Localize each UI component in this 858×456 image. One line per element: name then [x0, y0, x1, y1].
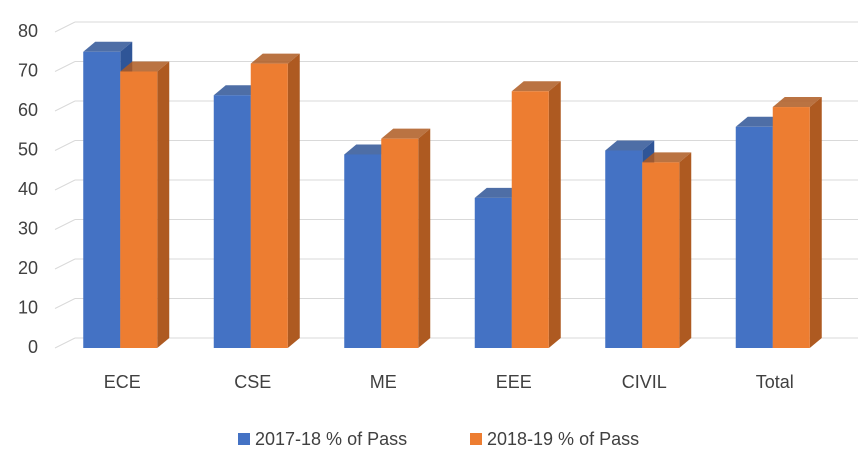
bar-top	[605, 140, 655, 151]
bar-top	[474, 187, 524, 198]
y-tick-label: 60	[18, 100, 38, 120]
grid-line	[54, 61, 76, 72]
bar-top	[250, 53, 300, 64]
legend-swatch	[238, 433, 250, 445]
grid-line	[54, 298, 76, 309]
y-tick-label: 30	[18, 218, 38, 238]
bar	[344, 154, 382, 348]
legend-label: 2018-19 % of Pass	[487, 429, 639, 449]
bar-top	[83, 41, 133, 52]
bar-top	[213, 85, 263, 96]
bar	[735, 126, 773, 348]
bar	[474, 197, 512, 348]
x-tick-label: ECE	[104, 372, 141, 392]
bar-side	[548, 81, 561, 348]
x-tick-label: EEE	[496, 372, 532, 392]
bar	[642, 162, 680, 348]
y-tick-label: 40	[18, 179, 38, 199]
bar	[772, 107, 810, 348]
grid-line	[54, 219, 76, 230]
bar	[511, 91, 549, 348]
grid-line	[54, 337, 76, 349]
x-tick-label: Total	[756, 372, 794, 392]
bar	[605, 150, 643, 348]
bar-side	[679, 152, 692, 348]
legend-label: 2017-18 % of Pass	[255, 429, 407, 449]
grid-line	[54, 258, 76, 270]
legend-swatch	[470, 433, 482, 445]
x-tick-label: ME	[370, 372, 397, 392]
bar-side	[809, 97, 822, 348]
grid-line	[54, 100, 76, 112]
y-tick-label: 20	[18, 258, 38, 278]
bar-side	[418, 128, 431, 348]
bar	[250, 63, 288, 348]
bar	[381, 138, 419, 348]
x-tick-label: CIVIL	[622, 372, 667, 392]
grid-line	[54, 21, 76, 33]
y-tick-label: 50	[18, 139, 38, 159]
bar	[213, 95, 251, 348]
bar-top	[511, 81, 561, 92]
bar	[120, 71, 158, 348]
bar-top	[381, 128, 431, 139]
grid-line	[54, 179, 76, 191]
bar-top	[120, 61, 170, 72]
bar-side	[287, 53, 300, 348]
bar-top	[772, 97, 822, 108]
bar-side	[157, 61, 170, 348]
bar-top	[735, 116, 785, 127]
grid-line	[54, 140, 76, 151]
bar-top	[642, 152, 692, 163]
bar	[83, 51, 121, 348]
x-tick-label: CSE	[234, 372, 271, 392]
y-tick-label: 70	[18, 60, 38, 80]
y-tick-label: 10	[18, 297, 38, 317]
y-tick-label: 0	[28, 337, 38, 357]
bar-top	[344, 144, 394, 155]
y-tick-label: 80	[18, 21, 38, 41]
